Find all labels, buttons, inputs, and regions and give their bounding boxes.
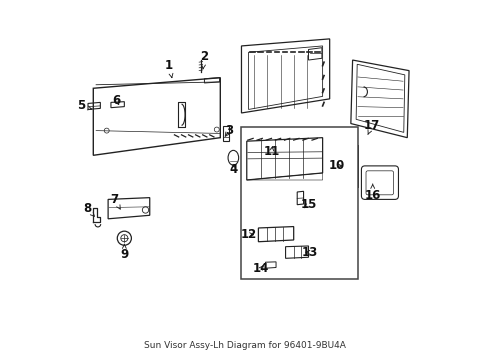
Text: 1: 1	[165, 59, 173, 78]
Bar	[242, 127, 358, 279]
Text: 12: 12	[241, 228, 257, 241]
Text: 11: 11	[263, 145, 280, 158]
Text: 17: 17	[364, 119, 380, 135]
Text: 2: 2	[200, 50, 208, 69]
Text: 3: 3	[225, 124, 233, 137]
Text: 14: 14	[253, 262, 269, 275]
Text: 7: 7	[110, 193, 121, 209]
Text: 15: 15	[300, 198, 317, 211]
Text: 13: 13	[302, 246, 318, 259]
Text: 4: 4	[230, 163, 238, 176]
Bar	[223, 126, 229, 141]
Text: 5: 5	[77, 99, 92, 112]
Text: Sun Visor Assy-Lh Diagram for 96401-9BU4A: Sun Visor Assy-Lh Diagram for 96401-9BU4…	[144, 341, 346, 350]
Text: 16: 16	[365, 184, 381, 202]
Text: 6: 6	[112, 94, 121, 107]
Text: 10: 10	[329, 159, 345, 172]
Text: 8: 8	[83, 202, 95, 216]
Text: 9: 9	[120, 244, 128, 261]
